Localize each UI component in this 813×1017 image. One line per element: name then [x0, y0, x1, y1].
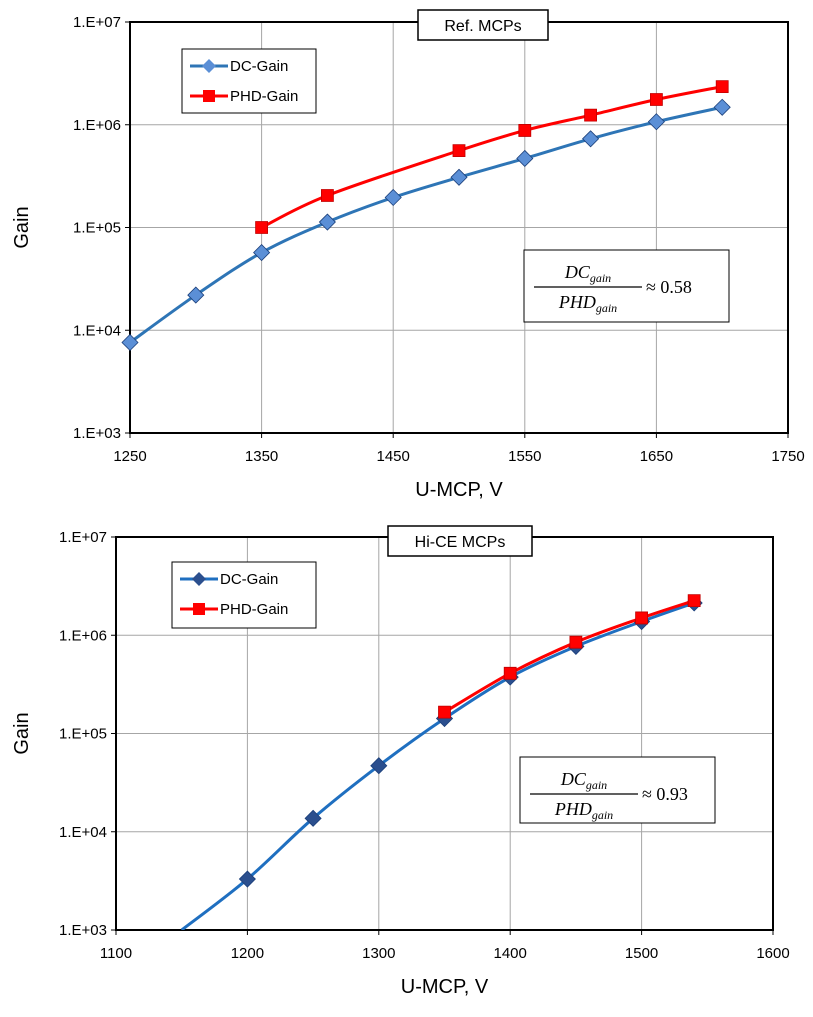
x-tick-label: 1650: [640, 448, 673, 465]
legend-item-phd-gain: PHD-Gain: [190, 88, 298, 105]
x-tick-label: 1400: [494, 945, 527, 962]
series-layer: [180, 594, 703, 930]
x-tick-label: 1100: [100, 945, 132, 962]
chart-ref-mcps: 1250 1350 1450 1550 1650 1750 1.E+03 1.E+04 1.E+…: [11, 9, 805, 501]
y-axis-label: Gain: [11, 206, 33, 248]
y-tick-label: 1.E+03: [73, 425, 121, 442]
legend-item-dc-gain: DC-Gain: [190, 58, 288, 75]
data-point-diamond: [450, 168, 468, 186]
chart-title: Ref. MCPs: [444, 18, 521, 35]
legend: DC-Gain PHD-Gain: [171, 561, 317, 629]
legend-item-phd-gain: PHD-Gain: [180, 601, 288, 618]
series-line: [180, 601, 695, 930]
series-phd-gain: [255, 80, 729, 234]
ratio-annotation: DCgain PHDgain ≈ 0.93: [519, 756, 716, 824]
annotation-denominator: PHDgain: [558, 292, 617, 315]
x-tick-label: 1450: [377, 448, 410, 465]
chart-title-box: Ref. MCPs: [417, 9, 549, 41]
annotation-ratio-value: ≈ 0.93: [642, 784, 688, 804]
legend-swatch-marker: [193, 603, 205, 615]
x-tick-label: 1550: [508, 448, 541, 465]
annotation-ratio-value: ≈ 0.58: [646, 277, 692, 297]
data-point-diamond: [516, 149, 534, 168]
tick-labels: 1100 1200 1300 1400 1500 1600 1.E+03 1.E+04 1.E+…: [59, 529, 790, 962]
data-point-square: [518, 124, 532, 137]
series-phd-gain: [438, 594, 701, 719]
data-point-diamond: [647, 113, 665, 131]
data-point-diamond: [384, 188, 402, 207]
y-tick-label: 1.E+05: [73, 220, 121, 237]
annotation-numerator: DCgain: [564, 262, 611, 285]
y-tick-label: 1.E+07: [73, 14, 121, 31]
chart-title: Hi-CE MCPs: [415, 534, 506, 551]
data-point-square: [321, 189, 334, 202]
x-axis-label: U-MCP, V: [401, 976, 489, 998]
data-point-diamond: [253, 244, 271, 262]
y-tick-label: 1.E+04: [59, 824, 107, 841]
data-point-square: [569, 635, 583, 649]
legend-label: DC-Gain: [220, 571, 278, 588]
data-point-diamond: [713, 98, 731, 116]
data-point-square: [503, 666, 517, 680]
chart-title-frame: [417, 9, 549, 41]
annotation-denominator: PHDgain: [554, 799, 613, 822]
legend-swatch-marker: [203, 90, 215, 102]
legend: DC-Gain PHD-Gain: [181, 48, 317, 114]
ratio-annotation: DCgain PHDgain ≈ 0.58: [523, 249, 730, 323]
y-tick-label: 1.E+06: [59, 627, 107, 644]
annotation-numerator: DCgain: [560, 769, 607, 792]
chart-title-frame: [387, 525, 533, 557]
y-tick-label: 1.E+07: [59, 529, 107, 546]
annotation-frame: [519, 756, 716, 824]
x-tick-label: 1750: [771, 448, 804, 465]
data-point-square: [452, 144, 466, 158]
data-point-square: [584, 108, 597, 122]
tick-labels: 1250 1350 1450 1550 1650 1750 1.E+03 1.E+04 1.E+…: [73, 14, 805, 465]
data-point-diamond: [582, 130, 600, 148]
data-point-square: [715, 80, 729, 94]
legend-swatch-marker: [192, 572, 206, 586]
x-tick-label: 1250: [113, 448, 146, 465]
chart-ref-mcps-svg: 1250 1350 1450 1550 1650 1750 1.E+03 1.E+04 1.E+…: [11, 9, 805, 501]
x-tick-label: 1200: [231, 945, 264, 962]
data-point-diamond: [121, 333, 139, 352]
x-tick-label: 1600: [756, 945, 789, 962]
x-axis-label: U-MCP, V: [415, 479, 503, 501]
data-point-square: [438, 705, 451, 719]
x-tick-label: 1300: [362, 945, 395, 962]
annotation-frame: [523, 249, 730, 323]
series-dc-gain: [121, 98, 731, 352]
series-line: [260, 85, 723, 229]
series-layer: [121, 80, 731, 352]
y-tick-label: 1.E+06: [73, 117, 121, 134]
x-tick-label: 1500: [625, 945, 658, 962]
legend-swatch-marker: [202, 59, 216, 73]
legend-frame: [171, 561, 317, 629]
y-tick-label: 1.E+04: [73, 322, 121, 339]
data-point-diamond: [304, 809, 322, 827]
data-point-diamond: [238, 870, 256, 888]
chart-title-box: Hi-CE MCPs: [387, 525, 533, 557]
data-point-square: [650, 93, 663, 106]
legend-item-dc-gain: DC-Gain: [180, 571, 278, 588]
legend-frame: [181, 48, 317, 114]
data-point-square: [255, 221, 268, 234]
legend-label: PHD-Gain: [230, 88, 298, 105]
data-point-square: [635, 611, 648, 625]
series-line: [130, 105, 723, 344]
data-point-diamond: [370, 757, 388, 775]
chart-hi-ce-mcps-svg: 1100 1200 1300 1400 1500 1600 1.E+03 1.E+04 1.E+…: [11, 525, 790, 998]
y-tick-label: 1.E+03: [59, 922, 107, 939]
legend-label: PHD-Gain: [220, 601, 288, 618]
y-axis-label: Gain: [11, 712, 33, 754]
data-point-diamond: [187, 286, 205, 304]
y-tick-label: 1.E+05: [59, 726, 107, 743]
x-tick-label: 1350: [245, 448, 278, 465]
data-point-diamond: [318, 213, 336, 231]
chart-hi-ce-mcps: 1100 1200 1300 1400 1500 1600 1.E+03 1.E+04 1.E+…: [0, 506, 813, 1017]
data-point-square: [687, 594, 701, 608]
legend-label: DC-Gain: [230, 58, 288, 75]
